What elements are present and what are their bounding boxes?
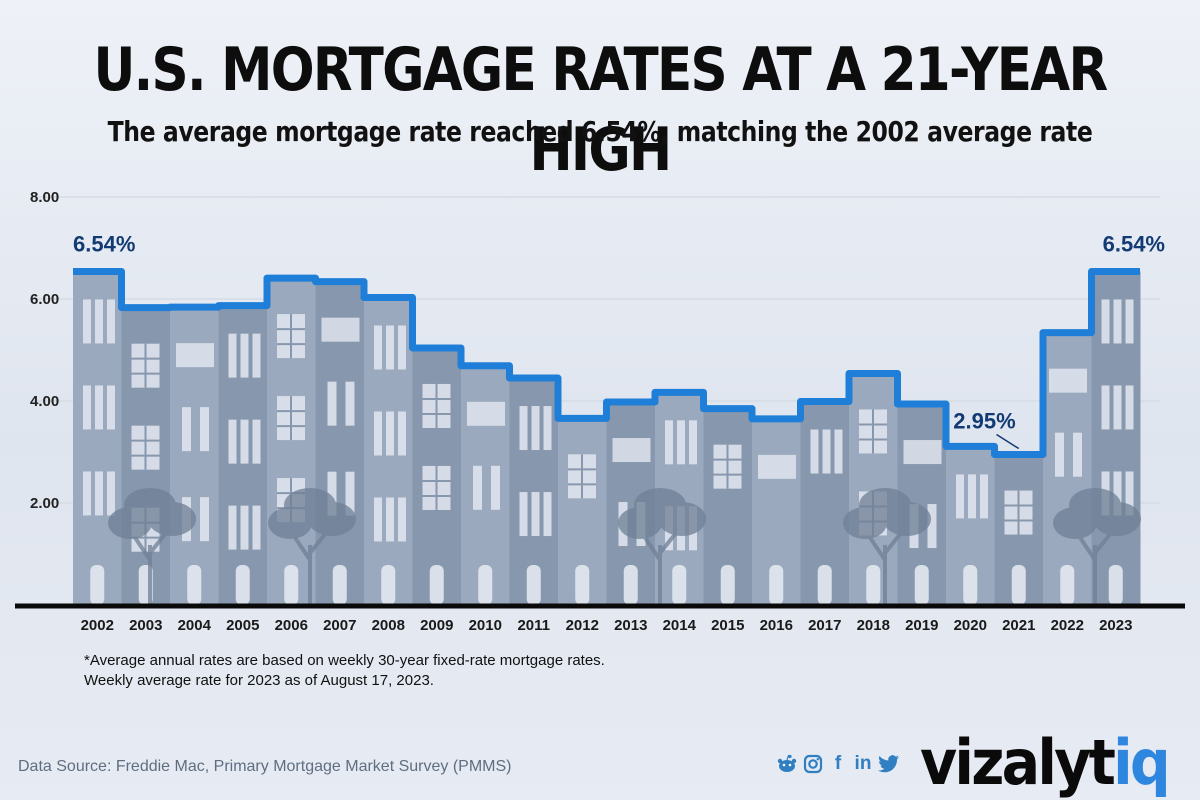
building-bar-2006: [267, 278, 316, 605]
buildings-area: [73, 271, 1141, 605]
rate-step-line: [73, 267, 1140, 459]
footnote-line-2: Weekly average rate for 2023 as of Augus…: [84, 672, 434, 689]
building-bar-2020: [946, 446, 995, 605]
building-bar-2016: [752, 418, 801, 605]
building-bar-2011: [509, 378, 559, 605]
footnote-line-1: *Average annual rates are based on weekl…: [84, 652, 605, 669]
facebook-icon[interactable]: f: [834, 753, 842, 774]
x-tick-label-2023: 2023: [1099, 617, 1132, 634]
x-tick-label-2004: 2004: [178, 617, 212, 634]
x-tick-label-2006: 2006: [275, 617, 308, 634]
brand-logo: vizalytiq: [920, 726, 1171, 799]
y-tick-label-8.00: 8.00: [30, 189, 59, 206]
x-tick-label-2013: 2013: [614, 617, 647, 634]
building-bar-2003: [121, 307, 171, 605]
brand-logo-main: vizalyt: [920, 726, 1116, 799]
building-bar-2015: [703, 408, 753, 605]
building-bar-2021: [994, 454, 1044, 605]
x-tick-label-2002: 2002: [81, 617, 114, 634]
data-label-2021: 2.95%: [953, 409, 1015, 434]
y-tick-label-6.00: 6.00: [30, 291, 59, 308]
y-tick-label-2.00: 2.00: [30, 495, 59, 512]
tree-4: [843, 488, 931, 605]
y-tick-label-4.00: 4.00: [30, 393, 59, 410]
tree-2: [268, 488, 356, 605]
x-tick-label-2011: 2011: [517, 617, 550, 634]
rate-line: [73, 267, 1140, 459]
x-tick-label-2003: 2003: [129, 617, 162, 634]
twitter-icon[interactable]: [878, 751, 900, 777]
x-tick-label-2010: 2010: [469, 617, 502, 634]
x-tick-label-2012: 2012: [566, 617, 599, 634]
data-labels: 6.54% 2.95% 6.54%: [73, 231, 1165, 450]
axes: 2.00 4.00 6.00 8.00 2002 2003 2004 2005 2006 2007…: [15, 189, 1185, 634]
social-icons: f in: [776, 750, 914, 778]
tree-1: [108, 488, 196, 605]
x-tick-label-2019: 2019: [905, 617, 938, 634]
brand-logo-highlight: iq: [1113, 726, 1171, 799]
x-tick-label-2020: 2020: [954, 617, 987, 634]
data-label-2023: 6.54%: [1103, 231, 1165, 256]
annotation-pointer-2021: [996, 433, 1020, 450]
data-source: Data Source: Freddie Mac, Primary Mortga…: [18, 758, 512, 775]
building-bar-2007: [315, 281, 365, 605]
reddit-icon[interactable]: [776, 751, 798, 777]
x-tick-label-2005: 2005: [226, 617, 259, 634]
data-label-2002: 6.54%: [73, 231, 135, 256]
linkedin-icon[interactable]: in: [854, 753, 872, 774]
x-tick-label-2015: 2015: [711, 617, 744, 634]
x-tick-label-2021: 2021: [1002, 617, 1035, 634]
building-bar-2005: [218, 305, 268, 605]
x-tick-label-2022: 2022: [1051, 617, 1084, 634]
x-tick-label-2017: 2017: [808, 617, 841, 634]
building-bar-2009: [412, 347, 462, 605]
x-tick-label-2018: 2018: [857, 617, 890, 634]
building-bar-2010: [461, 365, 510, 605]
x-tick-label-2007: 2007: [323, 617, 356, 634]
building-bar-2002: [73, 271, 122, 605]
building-bar-2022: [1043, 332, 1092, 605]
x-tick-label-2008: 2008: [372, 617, 405, 634]
chart-title: U.S. MORTGAGE RATES AT A 21-YEAR HIGH: [93, 35, 1108, 185]
x-tick-label-2014: 2014: [663, 617, 697, 634]
chart-subtitle: The average mortgage rate reached 6.54%,…: [107, 115, 1093, 148]
building-bar-2017: [800, 401, 850, 605]
tree-5: [1053, 488, 1141, 605]
building-bar-2023: [1091, 271, 1141, 605]
x-tick-label-2009: 2009: [420, 617, 453, 634]
footnote: *Average annual rates are based on weekl…: [84, 651, 605, 691]
mortgage-rate-chart: 2.00 4.00 6.00 8.00 2002 2003 2004 2005 2006 2007…: [15, 189, 1185, 634]
building-bar-2008: [364, 297, 413, 605]
x-tick-label-2016: 2016: [760, 617, 793, 634]
building-bar-2012: [558, 418, 607, 605]
building-bar-2004: [170, 307, 219, 605]
tree-3: [618, 488, 706, 605]
trees-decoration: [108, 488, 1141, 605]
instagram-icon[interactable]: [803, 751, 823, 777]
